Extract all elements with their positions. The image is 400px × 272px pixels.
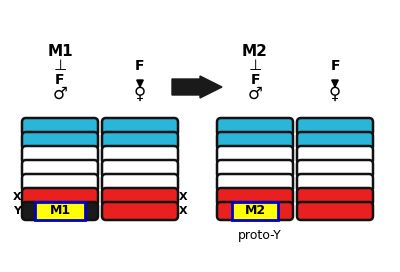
Text: ♂: ♂ [248,85,262,103]
Text: F: F [55,73,65,87]
FancyBboxPatch shape [217,146,293,164]
FancyBboxPatch shape [102,132,178,150]
Text: F: F [250,73,260,87]
FancyBboxPatch shape [217,118,293,136]
FancyBboxPatch shape [297,118,373,136]
FancyBboxPatch shape [22,160,98,178]
Text: X: X [12,192,21,202]
Text: ♀: ♀ [134,85,146,103]
FancyBboxPatch shape [217,132,293,150]
FancyBboxPatch shape [217,188,293,206]
FancyBboxPatch shape [22,118,98,136]
FancyBboxPatch shape [297,146,373,164]
Text: ♀: ♀ [329,85,341,103]
Text: ⊥: ⊥ [248,58,262,73]
Text: ⊥: ⊥ [53,58,67,73]
FancyBboxPatch shape [232,202,278,220]
FancyBboxPatch shape [102,174,178,192]
FancyBboxPatch shape [297,188,373,206]
Text: M2: M2 [244,205,266,218]
FancyBboxPatch shape [102,160,178,178]
Text: Y: Y [13,206,21,216]
Text: M1: M1 [50,205,70,218]
FancyBboxPatch shape [217,202,293,220]
FancyBboxPatch shape [217,174,293,192]
FancyBboxPatch shape [22,202,98,220]
FancyBboxPatch shape [297,132,373,150]
Text: M1: M1 [47,44,73,59]
FancyBboxPatch shape [102,146,178,164]
FancyBboxPatch shape [22,132,98,150]
FancyBboxPatch shape [102,118,178,136]
Text: ♂: ♂ [52,85,68,103]
FancyBboxPatch shape [102,202,178,220]
FancyBboxPatch shape [102,188,178,206]
Text: F: F [330,59,340,73]
FancyBboxPatch shape [22,174,98,192]
Text: proto-Y: proto-Y [238,229,282,242]
Text: M2: M2 [242,44,268,59]
Text: X: X [179,192,188,202]
Text: X: X [179,206,188,216]
FancyBboxPatch shape [297,174,373,192]
FancyBboxPatch shape [22,146,98,164]
FancyArrow shape [172,76,222,98]
FancyBboxPatch shape [297,202,373,220]
FancyBboxPatch shape [22,188,98,206]
FancyBboxPatch shape [217,160,293,178]
FancyBboxPatch shape [297,160,373,178]
FancyBboxPatch shape [34,202,86,220]
Text: F: F [135,59,145,73]
